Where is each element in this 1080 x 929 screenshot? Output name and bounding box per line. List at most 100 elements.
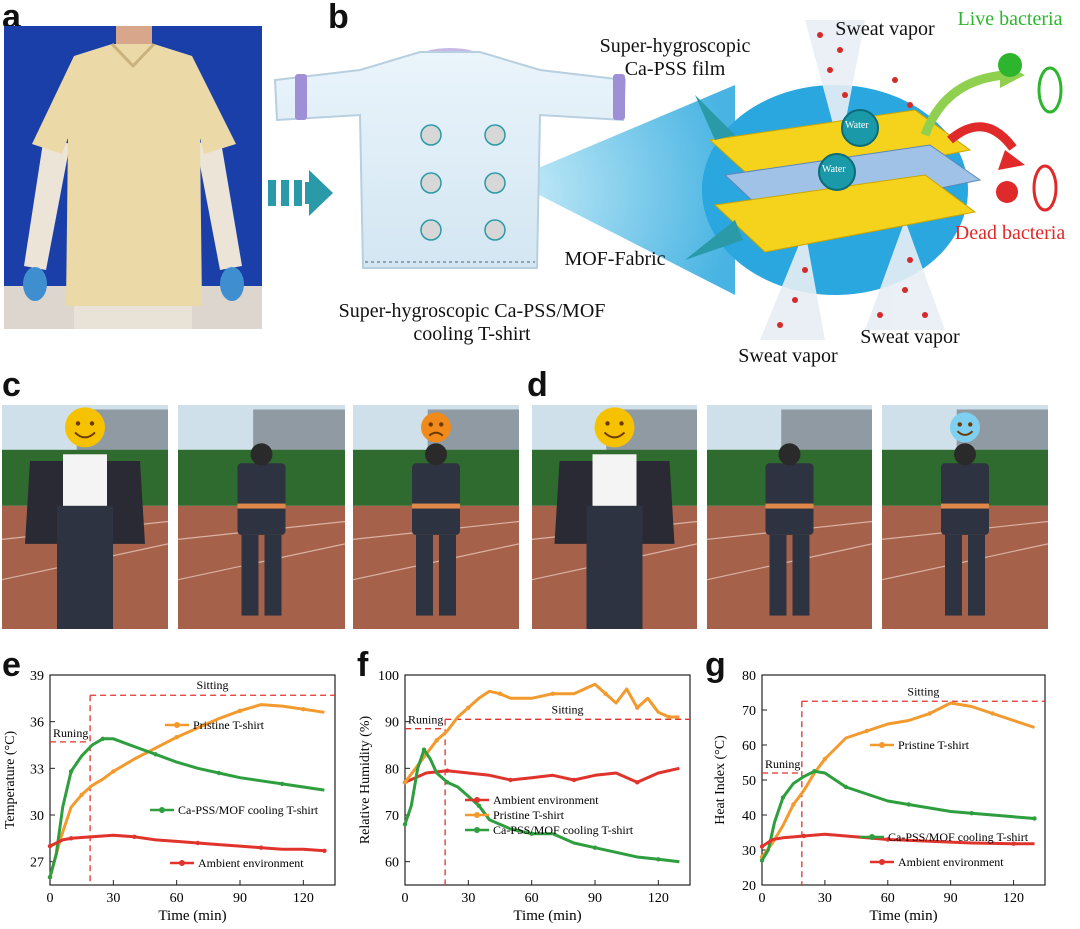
data-point bbox=[402, 780, 408, 785]
data-point bbox=[780, 795, 786, 800]
x-tick-label: 30 bbox=[461, 891, 475, 906]
legend-label: Ca-PSS/MOF cooling T-shirt bbox=[493, 823, 634, 837]
data-point bbox=[434, 738, 439, 743]
x-axis-label: Time (min) bbox=[158, 908, 226, 924]
legend-label: Ca-PSS/MOF cooling T-shirt bbox=[888, 830, 1029, 844]
x-tick-label: 90 bbox=[944, 891, 958, 906]
data-point bbox=[47, 843, 53, 849]
data-point bbox=[843, 784, 849, 790]
legend-marker bbox=[174, 722, 180, 728]
data-point bbox=[68, 769, 74, 774]
data-point bbox=[656, 857, 661, 862]
sitting-label: Sitting bbox=[907, 684, 939, 698]
data-point bbox=[301, 707, 306, 712]
data-point bbox=[174, 735, 179, 740]
track-photo bbox=[707, 405, 872, 629]
legend-marker bbox=[474, 827, 480, 833]
x-tick-label: 0 bbox=[402, 891, 409, 906]
y-tick-label: 20 bbox=[742, 879, 756, 894]
sitting-label: Sitting bbox=[197, 678, 229, 692]
x-tick-label: 60 bbox=[881, 891, 895, 906]
panel-b-illustration bbox=[265, 0, 1080, 370]
data-point bbox=[864, 728, 870, 734]
chart-g-heat-index: 0 30 60 90 120 20 30 40 50 60 70 80 Time (min) Heat I… bbox=[713, 669, 1046, 924]
y-tick-label: 60 bbox=[742, 739, 756, 754]
track-photo bbox=[353, 405, 519, 629]
y-axis-label: Temperature (°C) bbox=[3, 731, 18, 830]
sad-face-icon bbox=[421, 412, 451, 443]
data-point bbox=[47, 875, 53, 880]
data-point bbox=[759, 858, 765, 863]
data-point bbox=[132, 834, 137, 839]
data-point bbox=[497, 691, 503, 696]
panel-label-a: a bbox=[2, 0, 21, 36]
data-point bbox=[68, 836, 74, 841]
x-tick-label: 60 bbox=[170, 891, 184, 906]
legend-label: Pristine T-shirt bbox=[898, 738, 970, 752]
series-line-ambient-environment bbox=[404, 766, 680, 784]
series-line-pristine-t-shirt bbox=[48, 703, 325, 878]
x-tick-label: 90 bbox=[588, 891, 602, 906]
data-point bbox=[969, 811, 974, 816]
x-tick-label: 90 bbox=[233, 891, 247, 906]
data-point bbox=[927, 711, 932, 716]
track-photo bbox=[2, 405, 168, 629]
panel-label-d: d bbox=[527, 366, 548, 404]
series-line-ca-pss-mof-cooling-t-shirt bbox=[760, 769, 1035, 862]
mof-fabric-label: MOF-Fabric bbox=[564, 248, 666, 270]
data-point bbox=[529, 831, 534, 836]
data-point bbox=[445, 768, 450, 773]
data-point bbox=[592, 845, 598, 850]
flow-arrow-icon bbox=[268, 170, 333, 216]
y-tick-label: 33 bbox=[30, 762, 44, 777]
x-tick-label: 120 bbox=[293, 891, 314, 906]
tshirt-illustration bbox=[273, 48, 627, 269]
sweat-vapor-bottom-right: Sweat vapor bbox=[860, 326, 960, 348]
data-point bbox=[153, 752, 158, 757]
running-label: Runing bbox=[408, 713, 443, 727]
legend-label: Pristine T-shirt bbox=[193, 718, 265, 732]
y-tick-label: 70 bbox=[742, 704, 756, 719]
happy-face-icon bbox=[950, 412, 980, 443]
legend-marker bbox=[179, 860, 185, 866]
panel-label-c: c bbox=[2, 366, 21, 404]
data-point bbox=[280, 781, 285, 787]
data-point bbox=[635, 780, 640, 785]
series-line-ca-pss-mof-cooling-t-shirt bbox=[48, 737, 325, 878]
data-point bbox=[100, 736, 105, 741]
legend-label: Pristine T-shirt bbox=[493, 808, 565, 822]
data-point bbox=[237, 708, 243, 713]
sweat-vapor-bottom-left: Sweat vapor bbox=[738, 345, 838, 367]
y-tick-label: 30 bbox=[30, 809, 44, 824]
data-point bbox=[111, 769, 116, 774]
panel-label-e: e bbox=[2, 646, 21, 684]
data-point bbox=[550, 691, 555, 696]
data-point bbox=[666, 714, 672, 720]
water-label-2: Water bbox=[822, 164, 846, 175]
data-point bbox=[822, 756, 828, 762]
sitting-label: Sitting bbox=[552, 702, 584, 716]
y-tick-label: 27 bbox=[30, 856, 44, 871]
x-tick-label: 30 bbox=[106, 891, 120, 906]
data-point bbox=[195, 840, 200, 846]
legend-marker bbox=[159, 807, 165, 813]
sweat-vapor-top: Sweat vapor bbox=[835, 18, 935, 40]
data-point bbox=[508, 777, 513, 783]
x-tick-label: 0 bbox=[47, 891, 54, 906]
y-tick-label: 80 bbox=[385, 762, 399, 777]
panel-label-f: f bbox=[357, 646, 369, 684]
happy-face-icon bbox=[65, 407, 105, 448]
live-bacteria-icon bbox=[998, 53, 1063, 114]
running-label: Runing bbox=[53, 726, 88, 740]
data-point bbox=[402, 822, 408, 827]
film-label: Super-hygroscopic Ca-PSS film bbox=[599, 35, 751, 80]
water-label-1: Water bbox=[845, 120, 869, 131]
data-point bbox=[635, 705, 640, 710]
data-point bbox=[445, 780, 450, 785]
plot-frame bbox=[49, 674, 336, 886]
data-point bbox=[791, 802, 796, 807]
series-line-ambient-environment bbox=[761, 832, 1035, 848]
legend-marker bbox=[474, 812, 480, 818]
y-tick-label: 90 bbox=[385, 716, 399, 731]
data-point bbox=[476, 803, 482, 808]
